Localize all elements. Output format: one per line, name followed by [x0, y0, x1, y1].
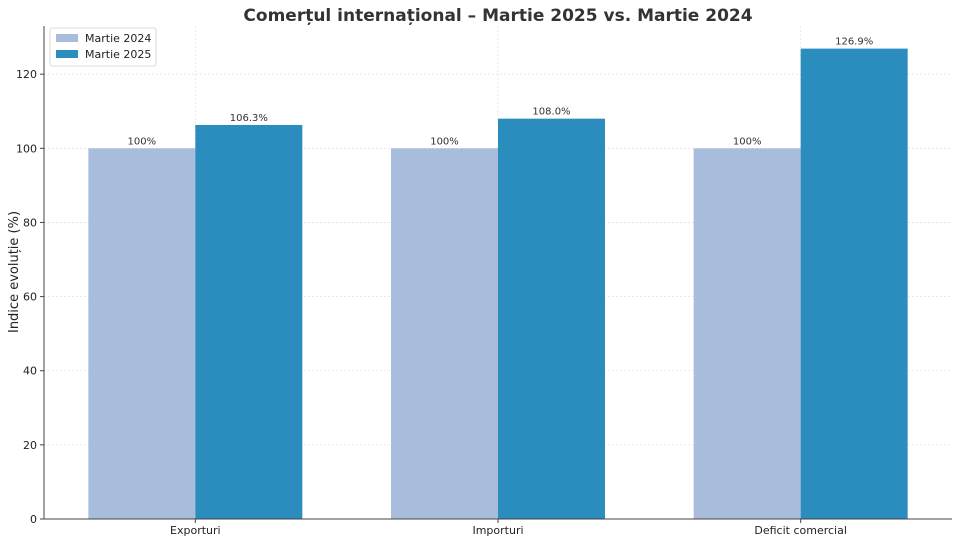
axes: 0 20 40 60 80 100 120 Exporturi Importuri Deficit…: [16, 26, 952, 537]
bar: [800, 48, 908, 520]
y-tick-label: 60: [23, 291, 37, 304]
bar: [693, 148, 801, 519]
data-labels: 100% 100% 100% 106.3% 108.0% 126.9%: [128, 37, 874, 148]
legend-swatch: [56, 50, 78, 58]
legend-label: Martie 2025: [85, 48, 151, 61]
x-tick-label: Exporturi: [170, 524, 221, 537]
y-tick-label: 80: [23, 216, 37, 229]
y-tick-label: 120: [16, 68, 37, 81]
bar: [88, 148, 196, 519]
y-tick-label: 20: [23, 439, 37, 452]
bars: [88, 48, 908, 520]
y-tick-label: 100: [16, 142, 37, 155]
data-label: 100%: [128, 136, 157, 147]
legend-swatch: [56, 34, 78, 42]
y-axis-label: Indice evoluție (%): [7, 211, 22, 333]
x-tick-label: Deficit comercial: [754, 524, 847, 537]
x-tick-label: Importuri: [472, 524, 523, 537]
y-tick-label: 0: [30, 513, 37, 526]
bar: [195, 124, 303, 520]
y-tick-label: 40: [23, 365, 37, 378]
data-label: 108.0%: [532, 107, 570, 118]
legend: Martie 2024 Martie 2025: [49, 27, 157, 67]
data-label: 106.3%: [230, 113, 268, 124]
data-label: 100%: [733, 136, 762, 147]
data-label: 126.9%: [835, 37, 873, 48]
bar: [391, 148, 498, 519]
legend-label: Martie 2024: [85, 32, 151, 45]
bar: [498, 118, 605, 519]
data-label: 100%: [430, 136, 459, 147]
chart-title: Comerțul internațional – Martie 2025 vs.…: [243, 6, 752, 26]
